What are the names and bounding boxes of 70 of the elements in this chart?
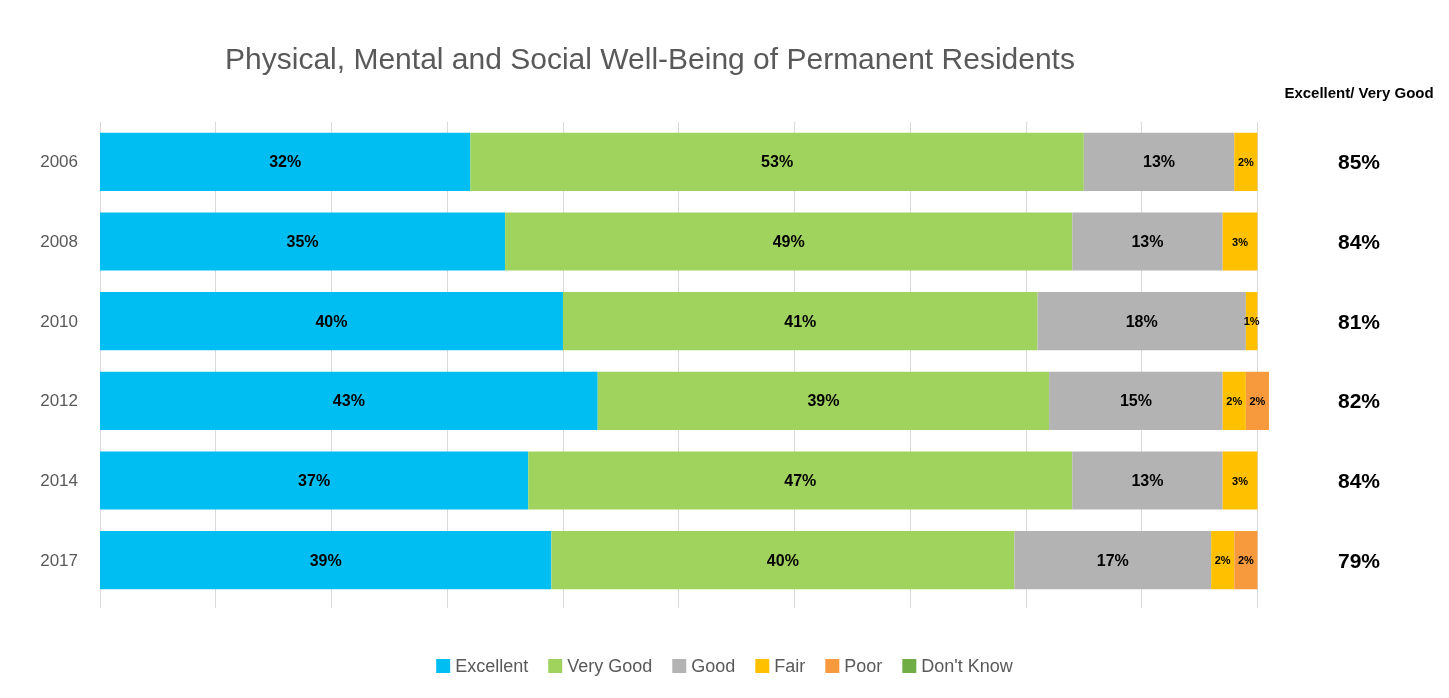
text: 81% <box>1337 309 1381 333</box>
bar <box>100 292 563 351</box>
y-tick-label: 2017 <box>40 550 78 570</box>
bar <box>1234 531 1258 590</box>
data-label: 43% <box>332 392 365 410</box>
data-label: 39% <box>807 392 840 410</box>
legend-label: Excellent <box>455 656 529 676</box>
bar <box>1037 292 1246 351</box>
data-label: 3% <box>1232 235 1249 248</box>
legend-label: Very Good <box>567 656 653 676</box>
data-label: 41% <box>784 312 817 330</box>
data-label: 13% <box>1143 153 1176 171</box>
y-tick-label: 2008 <box>40 232 78 251</box>
data-label: 2% <box>1237 155 1255 168</box>
legend-label: Poor <box>844 656 883 676</box>
bar <box>1049 371 1223 430</box>
bar <box>1245 371 1269 430</box>
bar <box>1014 531 1212 590</box>
y-tick-label: 2006 <box>40 152 78 172</box>
data-label: 2% <box>1226 394 1243 407</box>
bar <box>1222 371 1246 430</box>
legend-label: Don't Know <box>921 656 1014 676</box>
y-tick-label: 2012 <box>40 391 78 411</box>
bar <box>100 371 598 430</box>
bar <box>470 132 1084 191</box>
bar <box>1072 451 1223 510</box>
text: 84% <box>1337 230 1381 253</box>
legend-label: Good <box>691 656 736 676</box>
bar <box>505 212 1073 271</box>
bar <box>100 451 529 510</box>
y-tick-label: 2010 <box>40 311 78 331</box>
data-label: 53% <box>761 153 794 171</box>
data-label: 32% <box>269 153 302 171</box>
bar <box>1222 212 1258 271</box>
data-label: 49% <box>772 233 805 250</box>
text: 85% <box>1337 150 1381 174</box>
data-label: 2% <box>1237 554 1255 567</box>
data-label: 17% <box>1096 551 1129 569</box>
data-label: 15% <box>1119 392 1152 410</box>
y-tick-label: 2014 <box>40 471 78 490</box>
data-label: 40% <box>766 551 799 569</box>
bar <box>551 531 1015 590</box>
bar <box>100 132 471 191</box>
data-label: 2% <box>1214 554 1231 567</box>
bar <box>597 371 1050 430</box>
legend-label: Fair <box>774 656 806 676</box>
bar <box>1234 132 1258 191</box>
text: 79% <box>1337 548 1381 572</box>
data-label: 47% <box>784 472 817 489</box>
data-label: 13% <box>1131 472 1164 489</box>
bar <box>528 451 1073 510</box>
text: 84% <box>1337 469 1381 492</box>
data-label: 35% <box>286 233 319 250</box>
bar <box>1072 212 1223 271</box>
data-label: 18% <box>1125 312 1158 330</box>
bar <box>1211 531 1235 590</box>
data-label: 2% <box>1249 394 1266 407</box>
bar <box>100 531 552 590</box>
text: Excellent/ Very Good <box>1284 84 1434 101</box>
chart-title: Physical, Mental and Social Well-Being of Permanent Residents <box>225 41 1075 75</box>
data-label: 40% <box>315 312 348 330</box>
bar <box>1222 451 1258 510</box>
data-label: 39% <box>309 551 342 569</box>
bar <box>562 292 1038 351</box>
data-label: 3% <box>1232 474 1249 487</box>
data-label: 13% <box>1131 233 1164 250</box>
text: 82% <box>1337 389 1381 413</box>
data-label: 37% <box>298 472 331 489</box>
bar <box>1083 132 1235 191</box>
bar <box>100 212 506 271</box>
